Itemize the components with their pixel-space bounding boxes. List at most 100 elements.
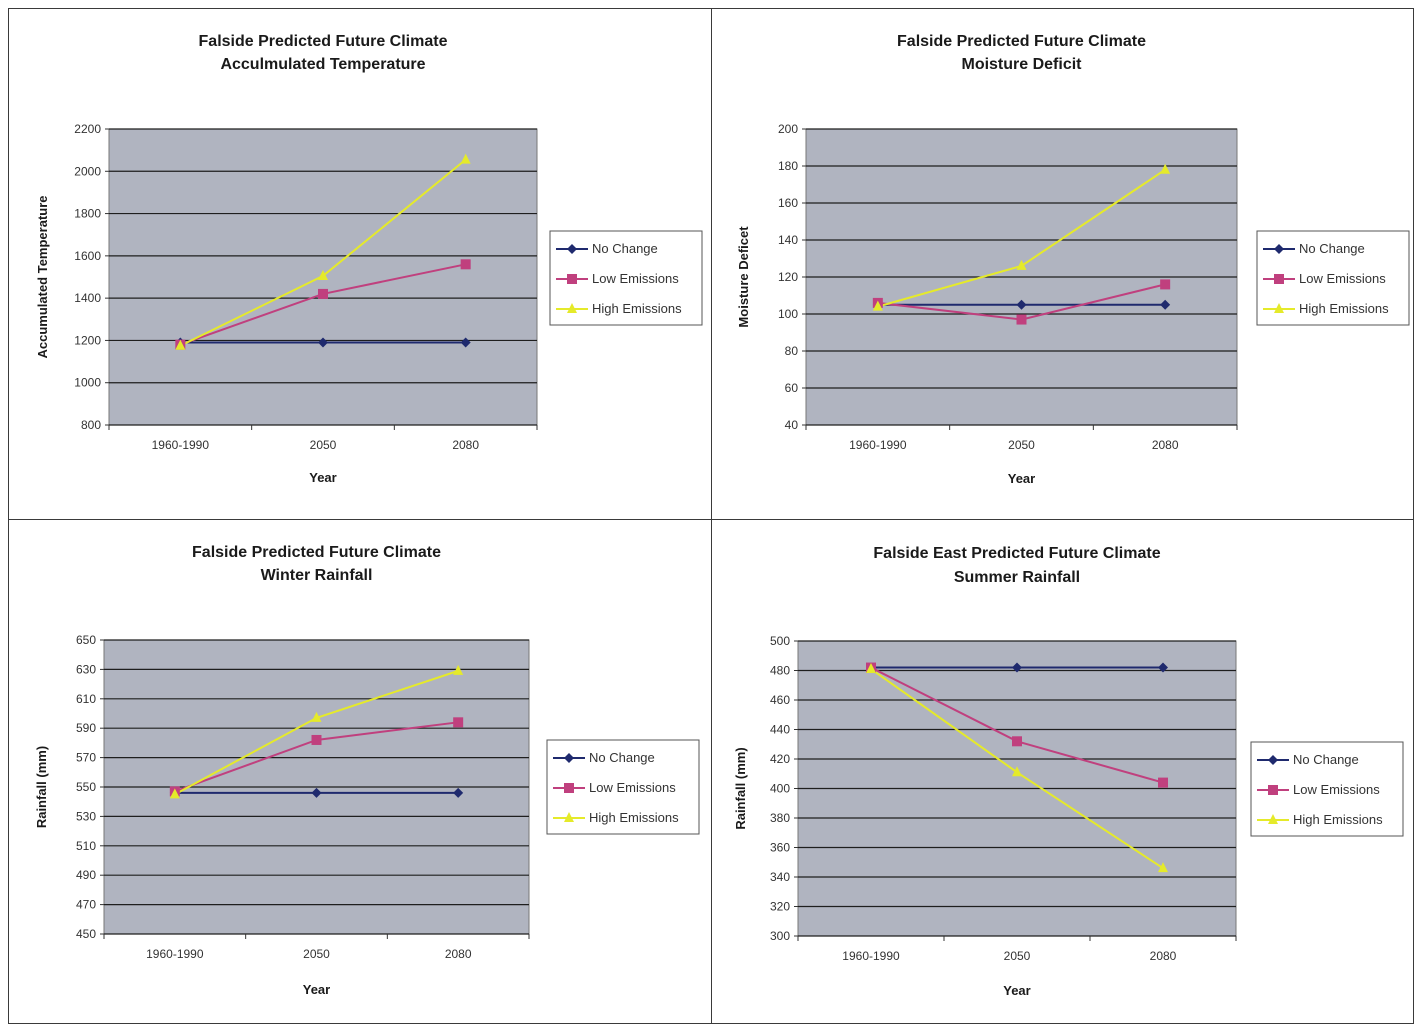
data-point (872, 300, 883, 311)
legend: No Change Low Emissions High Emissions (1250, 741, 1404, 837)
data-point (1160, 299, 1171, 310)
y-tick-label: 120 (778, 270, 798, 284)
chart-subtitle: Acculmulated Temperature (220, 56, 425, 73)
y-tick-label: 80 (785, 344, 799, 358)
y-tick-label: 420 (770, 752, 790, 766)
y-tick-label: 60 (785, 381, 799, 395)
x-tick-label: 2080 (452, 438, 479, 452)
x-tick-label: 2080 (1150, 949, 1177, 963)
y-tick-label: 480 (770, 664, 790, 678)
legend-marker (1268, 755, 1278, 765)
data-point (1160, 163, 1171, 174)
data-point (460, 337, 471, 348)
legend-label: No Change (1293, 752, 1359, 767)
legend-label: No Change (592, 241, 658, 256)
y-tick-label: 140 (778, 233, 798, 247)
data-point (1158, 862, 1168, 873)
y-tick-label: 400 (770, 782, 790, 796)
x-tick-label: 2050 (1008, 438, 1035, 452)
legend-marker (567, 274, 577, 284)
y-tick-label: 510 (76, 839, 96, 853)
data-point (1016, 259, 1027, 270)
y-tick-label: 200 (778, 122, 798, 136)
y-tick-label: 460 (770, 693, 790, 707)
x-tick-label: 2050 (310, 438, 337, 452)
y-tick-label: 2000 (74, 164, 101, 178)
line-chart: Falside Predicted Future Climate Acculmul… (35, 33, 703, 485)
data-point (318, 288, 328, 299)
legend-label: No Change (589, 750, 655, 765)
data-point (1012, 736, 1022, 747)
data-point (1160, 279, 1171, 290)
x-axis-label: Year (303, 982, 330, 997)
data-point (311, 734, 322, 745)
legend-label: High Emissions (592, 301, 682, 316)
legend-label: High Emissions (589, 810, 679, 825)
y-tick-label: 440 (770, 723, 790, 737)
y-tick-label: 380 (770, 811, 790, 825)
y-axis-label: Rainfall (mm) (733, 747, 748, 829)
legend-marker (564, 783, 574, 793)
y-tick-label: 530 (76, 809, 96, 823)
y-tick-label: 610 (76, 692, 96, 706)
x-tick-label: 1960-1990 (152, 438, 210, 452)
y-tick-label: 490 (76, 868, 96, 882)
y-tick-label: 340 (770, 870, 790, 884)
y-axis-label: Moisture Deficet (736, 226, 751, 328)
y-tick-label: 100 (778, 307, 798, 321)
legend-label: Low Emissions (589, 780, 676, 795)
chart-subtitle: Winter Rainfall (261, 567, 373, 584)
x-tick-label: 1960-1990 (849, 438, 907, 452)
data-point (169, 788, 180, 799)
x-tick-label: 2050 (1004, 949, 1031, 963)
data-point (1012, 766, 1022, 777)
x-axis-label: Year (309, 470, 336, 485)
y-axis-label: Rainfall (mm) (34, 746, 49, 828)
legend-marker (567, 303, 577, 313)
chart-title: Falside Predicted Future Climate (192, 544, 441, 561)
y-axis-label: Accumulated Temperature (35, 195, 50, 358)
data-point (453, 664, 464, 675)
legend-marker (1274, 244, 1284, 254)
data-point (311, 711, 322, 722)
y-tick-label: 300 (770, 929, 790, 943)
chart-title: Falside Predicted Future Climate (199, 33, 448, 50)
chart-panel-accumulated-temperature: Falside Predicted Future Climate Acculmul… (8, 8, 712, 520)
y-tick-label: 160 (778, 196, 798, 210)
line-chart: Falside East Predicted Future Climate Sum… (733, 545, 1404, 998)
y-tick-label: 360 (770, 841, 790, 855)
data-point (318, 269, 328, 280)
legend: No Change Low Emissions High Emissions (1256, 230, 1410, 326)
legend-marker (564, 812, 574, 822)
data-point (1016, 299, 1027, 310)
legend-marker (567, 244, 577, 254)
data-point (175, 339, 186, 350)
y-tick-label: 590 (76, 721, 96, 735)
chart-title: Falside Predicted Future Climate (897, 33, 1146, 50)
legend-marker (564, 753, 574, 763)
line-chart: Falside Predicted Future Climate Moisture… (736, 33, 1410, 486)
data-point (1158, 662, 1168, 673)
y-tick-label: 1600 (74, 249, 101, 263)
y-tick-label: 500 (770, 634, 790, 648)
y-tick-label: 2200 (74, 122, 101, 136)
y-tick-label: 1400 (74, 291, 101, 305)
y-tick-label: 630 (76, 662, 96, 676)
legend-label: No Change (1299, 241, 1365, 256)
x-tick-label: 1960-1990 (146, 947, 204, 961)
x-tick-label: 2080 (445, 947, 472, 961)
data-point (1016, 314, 1027, 325)
data-point (460, 259, 471, 270)
chart-subtitle: Summer Rainfall (954, 569, 1080, 586)
x-tick-label: 2080 (1152, 438, 1179, 452)
legend-marker (1274, 303, 1284, 313)
legend-marker (1274, 274, 1284, 284)
y-tick-label: 1800 (74, 207, 101, 221)
legend: No Change Low Emissions High Emissions (546, 739, 700, 835)
line-chart: Falside Predicted Future Climate Winter R… (34, 544, 700, 997)
y-tick-label: 550 (76, 780, 96, 794)
legend-label: High Emissions (1299, 301, 1389, 316)
x-tick-label: 2050 (303, 947, 330, 961)
legend-label: Low Emissions (1299, 271, 1386, 286)
data-point (318, 337, 328, 348)
